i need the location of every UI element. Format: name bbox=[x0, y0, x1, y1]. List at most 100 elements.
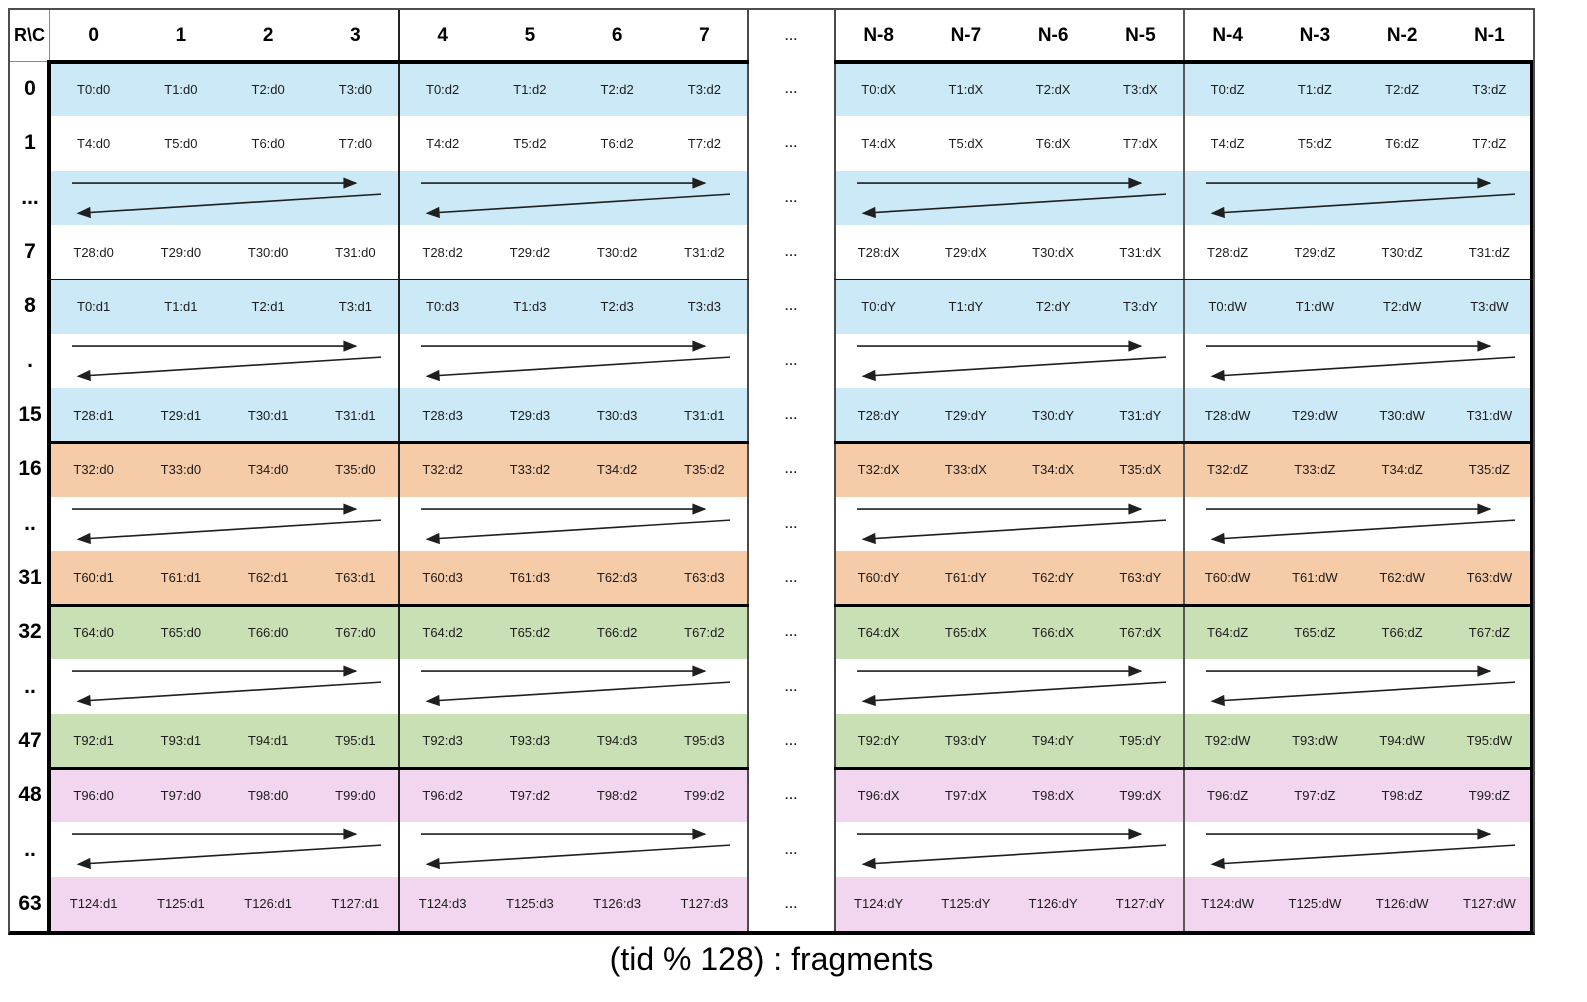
row-label-dots: .. bbox=[24, 837, 36, 861]
fragment-cell: T28:dW bbox=[1184, 387, 1272, 443]
col-header-n-6: N-6 bbox=[1037, 25, 1069, 46]
caption: (tid % 128) : fragments bbox=[609, 941, 934, 977]
fragment-cell: T93:dW bbox=[1271, 713, 1359, 769]
zigzag-arrow-icon bbox=[421, 665, 731, 707]
fragment-cell: T67:d2 bbox=[660, 605, 748, 660]
fragment-cell: T5:dZ bbox=[1297, 135, 1332, 151]
zigzag-arrow-icon bbox=[421, 177, 731, 218]
fragment-cell: T34:d0 bbox=[224, 442, 312, 497]
fragment-cell: T32:dX bbox=[835, 442, 923, 497]
fragment-cell: T3:d1 bbox=[311, 279, 399, 334]
row-label-15: 15 bbox=[18, 403, 42, 427]
fragment-cell: T92:d3 bbox=[399, 713, 487, 769]
fragment-cell: T35:d2 bbox=[660, 442, 748, 497]
fragment-cell: T126:dY bbox=[1009, 876, 1097, 931]
fragment-cell: T95:d1 bbox=[311, 713, 399, 769]
fragment-cell: T0:d3 bbox=[399, 279, 487, 334]
fragment-cell: T127:dW bbox=[1445, 876, 1533, 931]
fragment-cell: T126:dW bbox=[1358, 876, 1446, 931]
fragment-cell: T65:dX bbox=[922, 605, 1010, 660]
ellipsis-cell: ... bbox=[784, 190, 798, 205]
fragment-cell: T60:dW bbox=[1184, 550, 1272, 606]
row-label-47: 47 bbox=[18, 728, 42, 752]
fragment-cell: T97:d2 bbox=[486, 768, 574, 823]
corner-label: R\C bbox=[10, 10, 50, 62]
fragment-cell: T34:dZ bbox=[1358, 442, 1446, 497]
fragment-cell: T63:d3 bbox=[660, 550, 748, 606]
fragment-cell: T28:dX bbox=[857, 244, 900, 260]
fragment-cell: T0:dY bbox=[835, 279, 923, 334]
fragment-cell: T125:dY bbox=[922, 876, 1010, 931]
col-header-6: 6 bbox=[611, 25, 623, 46]
zigzag-arrow-icon bbox=[1206, 177, 1516, 218]
fragment-cell: T66:d0 bbox=[224, 605, 312, 660]
ellipsis-cell: ... bbox=[784, 136, 798, 151]
fragment-cell: T1:dW bbox=[1271, 279, 1359, 334]
fragment-cell: T29:dX bbox=[944, 244, 987, 260]
fragment-cell: T6:dX bbox=[1035, 135, 1071, 151]
fragment-cell: T93:dY bbox=[922, 713, 1010, 769]
col-header-ellipsis: ... bbox=[784, 29, 798, 43]
fragment-cell: T60:d3 bbox=[399, 550, 487, 606]
fragment-cell: T62:dW bbox=[1358, 550, 1446, 606]
fragment-cell: T35:d0 bbox=[311, 442, 399, 497]
fragment-cell: T94:dY bbox=[1009, 713, 1097, 769]
col-header-n-4: N-4 bbox=[1212, 25, 1243, 46]
fragment-cell: T33:d2 bbox=[486, 442, 574, 497]
row-label-ellipsis: ... bbox=[21, 185, 39, 209]
fragment-cell: T126:d1 bbox=[224, 876, 312, 931]
fragment-cell: T32:d2 bbox=[399, 442, 487, 497]
fragment-cell: T30:d0 bbox=[247, 244, 289, 260]
snake-arrow bbox=[1184, 659, 1533, 713]
fragment-cell: T31:dZ bbox=[1468, 244, 1510, 260]
fragment-cell: T30:d2 bbox=[596, 244, 638, 260]
fragment-cell: T97:d0 bbox=[137, 768, 225, 823]
col-header-3: 3 bbox=[350, 25, 361, 46]
fragment-cell: T124:d1 bbox=[50, 876, 138, 931]
fragment-cell: T7:d2 bbox=[687, 135, 721, 151]
fragment-cell: T60:dY bbox=[835, 550, 923, 606]
fragment-cell: T125:d1 bbox=[137, 876, 225, 931]
fragment-cell: T96:d2 bbox=[399, 768, 487, 823]
fragment-cell: T99:dZ bbox=[1445, 768, 1533, 823]
col-header-n-5: N-5 bbox=[1125, 25, 1156, 46]
ellipsis-cell: ... bbox=[784, 82, 798, 97]
fragment-cell: T65:dZ bbox=[1271, 605, 1359, 660]
fragment-cell: T1:dY bbox=[922, 279, 1010, 334]
zigzag-arrow-icon bbox=[421, 339, 731, 381]
zigzag-arrow-icon bbox=[1206, 339, 1516, 381]
fragment-cell: T31:d0 bbox=[335, 244, 376, 260]
fragment-cell: T98:d2 bbox=[573, 768, 661, 823]
fragment-cell: T1:d3 bbox=[486, 279, 574, 334]
fragment-cell: T64:d0 bbox=[50, 605, 138, 660]
ellipsis-cell: ... bbox=[784, 570, 798, 585]
fragment-cell: T2:d1 bbox=[224, 279, 312, 334]
snake-arrow bbox=[1184, 170, 1533, 225]
fragment-cell: T60:d1 bbox=[50, 550, 138, 606]
col-header-n-1: N-1 bbox=[1474, 25, 1505, 46]
ellipsis-cell: ... bbox=[784, 733, 798, 748]
ellipsis-cell: ... bbox=[784, 788, 798, 803]
fragment-cell: T0:dX bbox=[835, 62, 923, 117]
fragment-cell: T29:d1 bbox=[137, 387, 225, 443]
fragment-cell: T28:d3 bbox=[399, 387, 487, 443]
fragment-cell: T99:d2 bbox=[660, 768, 748, 823]
fragment-cell: T2:dW bbox=[1358, 279, 1446, 334]
fragment-cell: T66:dX bbox=[1009, 605, 1097, 660]
fragment-cell: T29:dY bbox=[922, 387, 1010, 443]
fragment-cell: T34:d2 bbox=[573, 442, 661, 497]
fragment-cell: T65:d0 bbox=[137, 605, 225, 660]
fragment-cell: T32:d0 bbox=[50, 442, 138, 497]
fragment-cell: T0:d1 bbox=[50, 279, 138, 334]
fragment-cell: T1:dX bbox=[922, 62, 1010, 117]
fragment-cell: T4:d2 bbox=[426, 135, 460, 151]
row-label-dots: .. bbox=[24, 674, 36, 698]
fragment-cell: T28:dZ bbox=[1207, 244, 1249, 260]
fragment-cell: T97:dZ bbox=[1271, 768, 1359, 823]
fragment-cell: T93:d3 bbox=[486, 713, 574, 769]
zigzag-arrow-icon bbox=[1206, 502, 1516, 544]
fragment-cell: T2:dZ bbox=[1358, 62, 1446, 117]
snake-arrow bbox=[50, 170, 399, 225]
fragment-cell: T96:d0 bbox=[50, 768, 138, 823]
